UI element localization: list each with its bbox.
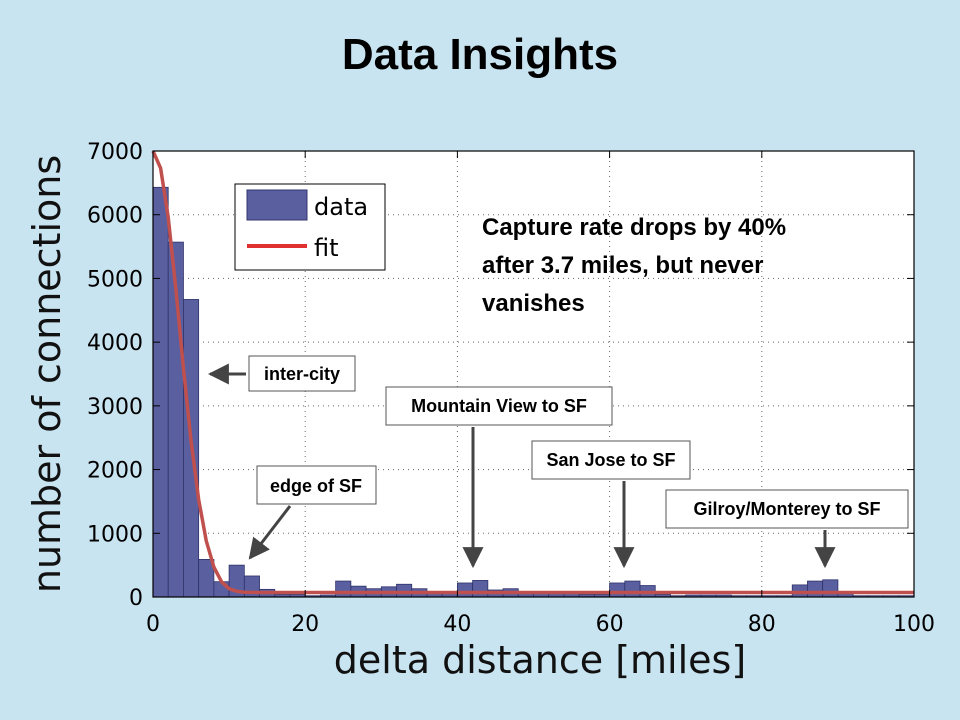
- slide-title: Data Insights: [341, 30, 619, 79]
- y-axis-title: number of connections: [25, 155, 69, 593]
- insight-line-2: after 3.7 miles, but never: [482, 252, 763, 279]
- plot-frame: [152, 150, 915, 598]
- x-axis-ticks: 0 20 40 60 80 100: [146, 151, 935, 637]
- annotation-box: [665, 489, 909, 529]
- y-axis-ticks: 0 1000 2000 3000 4000 5000 6000 7000: [87, 140, 914, 611]
- histogram-bar: [396, 583, 413, 598]
- annotation-gilroy-monterey: Gilroy/Monterey to SF: [665, 489, 909, 569]
- histogram-bar: [335, 580, 352, 598]
- y-tick-label: 5000: [87, 267, 143, 292]
- insight-line-3: vanishes: [482, 290, 585, 317]
- annotation-san-jose: San Jose to SF: [531, 440, 691, 569]
- histogram-bar: [624, 580, 641, 598]
- annotation-label: Mountain View to SF: [411, 396, 587, 416]
- annotation-edge-of-sf: edge of SF: [248, 465, 377, 560]
- y-tick-label: 6000: [87, 204, 143, 229]
- y-tick-label: 3000: [87, 395, 143, 420]
- annotation-box: [248, 355, 356, 392]
- annotation-box: [256, 465, 377, 505]
- histogram-bar: [807, 580, 824, 598]
- histogram-bar: [822, 579, 839, 598]
- annotation-box: [385, 386, 613, 426]
- x-tick-label: 0: [146, 612, 160, 637]
- fit-line: [151, 150, 914, 595]
- x-tick-label: 100: [893, 612, 935, 637]
- annotation-arrow: [248, 505, 292, 560]
- insight-line-1: Capture rate drops by 40%: [482, 214, 786, 241]
- histogram-bar: [472, 580, 489, 598]
- annotation-box: [531, 440, 691, 480]
- annotation-label: Gilroy/Monterey to SF: [693, 499, 880, 519]
- legend-fit-label: fit: [314, 234, 339, 262]
- histogram-bar: [152, 186, 169, 598]
- annotation-mountain-view: Mountain View to SF: [385, 386, 613, 569]
- annotation-label: edge of SF: [270, 476, 362, 496]
- y-tick-label: 0: [129, 586, 143, 611]
- insight-text: Capture rate drops by 40% after 3.7 mile…: [482, 214, 786, 317]
- x-tick-label: 40: [443, 612, 471, 637]
- x-tick-label: 60: [596, 612, 624, 637]
- legend: data fit: [234, 183, 386, 271]
- legend-data-label: data: [314, 193, 368, 221]
- y-tick-label: 4000: [87, 331, 143, 356]
- y-tick-label: 7000: [87, 140, 143, 165]
- annotation-inter-city: inter-city: [207, 355, 356, 392]
- x-tick-label: 20: [291, 612, 319, 637]
- annotation-label: inter-city: [264, 364, 340, 384]
- legend-data-swatch: [246, 189, 308, 221]
- histogram-bar: [609, 582, 626, 598]
- x-tick-label: 80: [748, 612, 776, 637]
- histogram-bar: [456, 582, 474, 598]
- annotation-label: San Jose to SF: [546, 450, 675, 470]
- y-tick-label: 1000: [87, 522, 143, 547]
- y-tick-label: 2000: [87, 459, 143, 484]
- x-axis-title: delta distance [miles]: [334, 638, 746, 682]
